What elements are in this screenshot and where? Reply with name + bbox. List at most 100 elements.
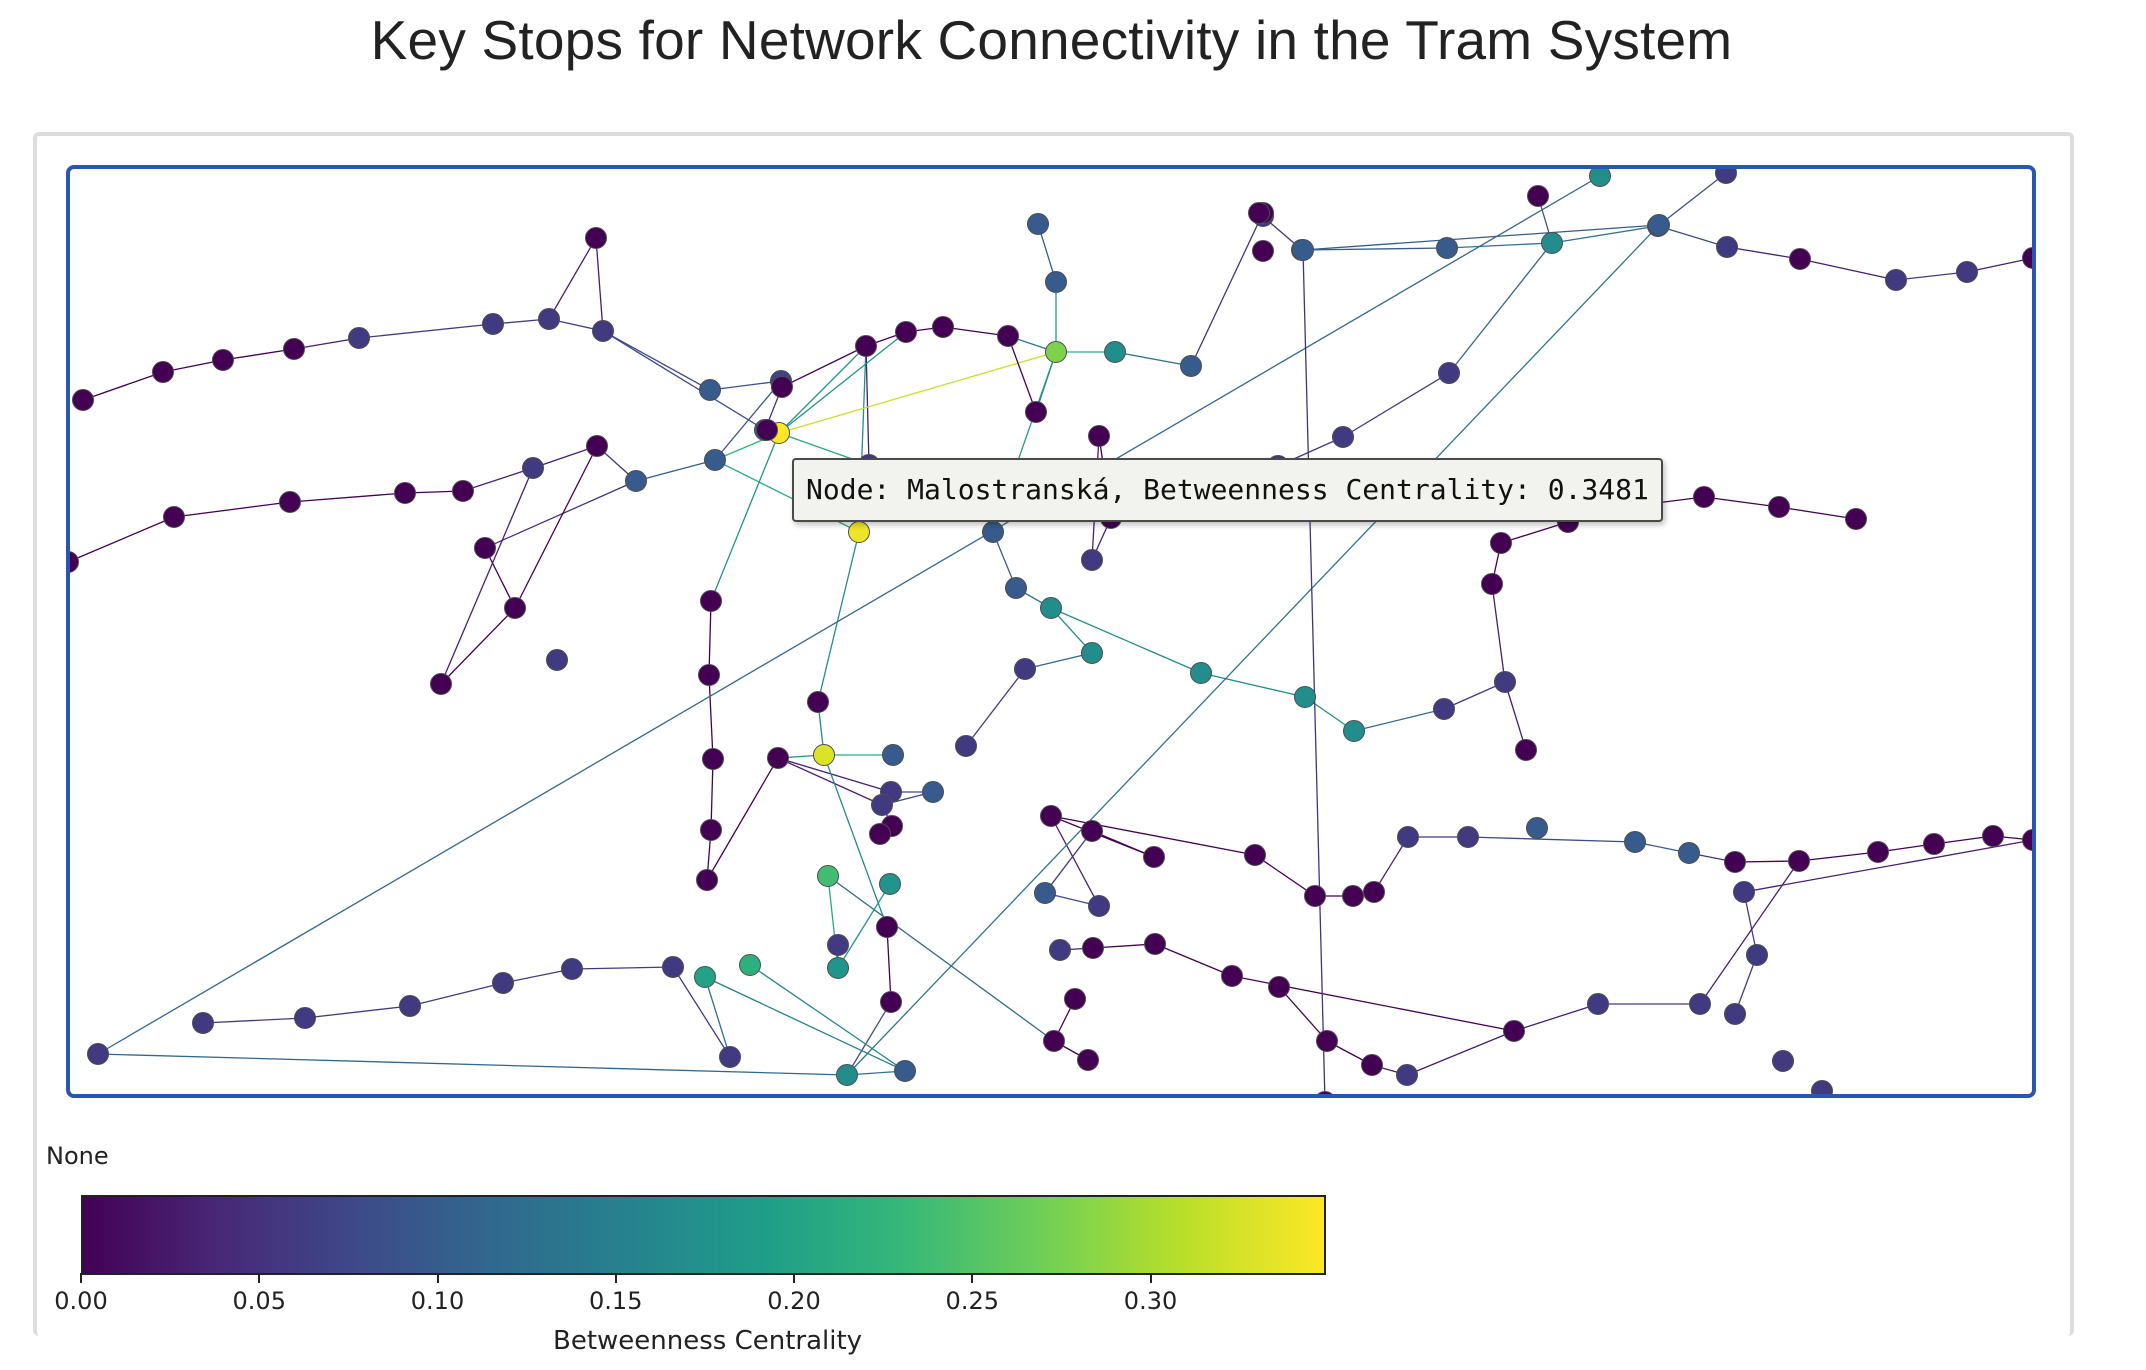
tram-stop-node[interactable] [719, 1046, 741, 1068]
tram-stop-node[interactable] [756, 419, 778, 441]
tram-stop-node[interactable] [1789, 248, 1811, 270]
tram-stop-node[interactable] [1361, 1054, 1383, 1076]
tram-stop-node[interactable] [1049, 939, 1071, 961]
tram-stop-node[interactable] [585, 227, 607, 249]
tram-stop-node[interactable] [836, 1064, 858, 1086]
tram-stop-node[interactable] [430, 673, 452, 695]
tram-stop-node[interactable] [1294, 686, 1316, 708]
tram-stop-node[interactable] [894, 1060, 916, 1082]
tram-stop-node[interactable] [192, 1012, 214, 1034]
tram-stop-node[interactable] [1064, 988, 1086, 1010]
tram-stop-node[interactable] [1396, 1064, 1418, 1086]
tram-stop-node[interactable] [1081, 820, 1103, 842]
tram-stop-node[interactable] [702, 748, 724, 770]
tram-stop-node[interactable] [1648, 214, 1670, 236]
tram-stop-node[interactable] [1733, 881, 1755, 903]
tram-stop-node[interactable] [592, 320, 614, 342]
tram-stop-node[interactable] [1788, 850, 1810, 872]
tram-stop-node[interactable] [1027, 213, 1049, 235]
tram-stop-node[interactable] [827, 957, 849, 979]
tram-stop-node[interactable] [546, 649, 568, 671]
tram-stop-node[interactable] [538, 308, 560, 330]
tram-stop-node[interactable] [1624, 831, 1646, 853]
tram-stop-node[interactable] [1304, 885, 1326, 907]
tram-stop-node[interactable] [1481, 573, 1503, 595]
tram-stop-node[interactable] [1457, 826, 1479, 848]
tram-stop-node[interactable] [1034, 882, 1056, 904]
tram-stop-node[interactable] [1081, 642, 1103, 664]
tram-stop-node[interactable] [1221, 965, 1243, 987]
tram-stop-node[interactable] [1045, 271, 1067, 293]
tram-stop-node[interactable] [212, 349, 234, 371]
tram-stop-node[interactable] [1005, 577, 1027, 599]
tram-stop-node[interactable] [1527, 185, 1549, 207]
tram-stop-node[interactable] [1715, 163, 1737, 184]
tram-stop-node[interactable] [1268, 976, 1290, 998]
tram-stop-node[interactable] [1956, 261, 1978, 283]
tram-stop-node[interactable] [1716, 236, 1738, 258]
tram-stop-node[interactable] [739, 954, 761, 976]
tram-stop-node[interactable] [1397, 826, 1419, 848]
tram-stop-node[interactable] [163, 506, 185, 528]
tram-stop-node[interactable] [1693, 486, 1715, 508]
tram-stop-node[interactable] [882, 744, 904, 766]
tram-stop-node[interactable] [1144, 933, 1166, 955]
tram-stop-node[interactable] [482, 313, 504, 335]
tram-stop-node[interactable] [1724, 851, 1746, 873]
tram-stop-node[interactable] [982, 521, 1004, 543]
tram-stop-node[interactable] [895, 321, 917, 343]
tram-stop-node[interactable] [922, 781, 944, 803]
tram-stop-node[interactable] [492, 972, 514, 994]
tram-stop-node[interactable] [1088, 425, 1110, 447]
tram-stop-node[interactable] [1077, 1049, 1099, 1071]
tram-stop-node[interactable] [1746, 944, 1768, 966]
tram-stop-node[interactable] [880, 991, 902, 1013]
tram-stop-node[interactable] [1503, 1020, 1525, 1042]
tram-stop-node[interactable] [855, 335, 877, 357]
tram-stop-node[interactable] [1867, 841, 1889, 863]
tram-stop-node[interactable] [879, 873, 901, 895]
tram-stop-node[interactable] [813, 744, 835, 766]
network-graph[interactable] [0, 0, 2146, 1125]
tram-stop-node[interactable] [586, 435, 608, 457]
tram-stop-node[interactable] [1526, 817, 1548, 839]
tram-stop-node[interactable] [561, 958, 583, 980]
tram-stop-node[interactable] [1143, 846, 1165, 868]
tram-stop-node[interactable] [848, 521, 870, 543]
tram-stop-node[interactable] [1438, 362, 1460, 384]
tram-stop-node[interactable] [58, 551, 79, 573]
tram-stop-node[interactable] [817, 865, 839, 887]
tram-stop-node[interactable] [1589, 166, 1611, 187]
tram-stop-node[interactable] [1494, 671, 1516, 693]
tram-stop-node[interactable] [504, 597, 526, 619]
tram-stop-node[interactable] [1190, 662, 1212, 684]
tram-stop-node[interactable] [1025, 401, 1047, 423]
tram-stop-node[interactable] [1689, 993, 1711, 1015]
tram-stop-node[interactable] [1587, 993, 1609, 1015]
tram-stop-node[interactable] [1490, 532, 1512, 554]
tram-stop-node[interactable] [699, 379, 721, 401]
tram-stop-node[interactable] [394, 482, 416, 504]
tram-stop-node[interactable] [1885, 269, 1907, 291]
tram-stop-node[interactable] [700, 819, 722, 841]
tram-stop-node[interactable] [1433, 698, 1455, 720]
tram-stop-node[interactable] [294, 1007, 316, 1029]
tram-stop-node[interactable] [1332, 426, 1354, 448]
tram-stop-node[interactable] [1724, 1003, 1746, 1025]
tram-stop-node[interactable] [1436, 237, 1458, 259]
tram-stop-node[interactable] [694, 966, 716, 988]
tram-stop-node[interactable] [1045, 341, 1067, 363]
tram-stop-node[interactable] [1081, 549, 1103, 571]
tram-stop-node[interactable] [1343, 720, 1365, 742]
tram-stop-node[interactable] [1678, 842, 1700, 864]
tram-stop-node[interactable] [932, 316, 954, 338]
tram-stop-node[interactable] [869, 823, 891, 845]
tram-stop-node[interactable] [704, 449, 726, 471]
tram-stop-node[interactable] [72, 389, 94, 411]
tram-stop-node[interactable] [827, 934, 849, 956]
tram-stop-node[interactable] [771, 376, 793, 398]
tram-stop-node[interactable] [1014, 658, 1036, 680]
tram-stop-node[interactable] [87, 1043, 109, 1065]
tram-stop-node[interactable] [1845, 508, 1867, 530]
tram-stop-node[interactable] [1292, 239, 1314, 261]
